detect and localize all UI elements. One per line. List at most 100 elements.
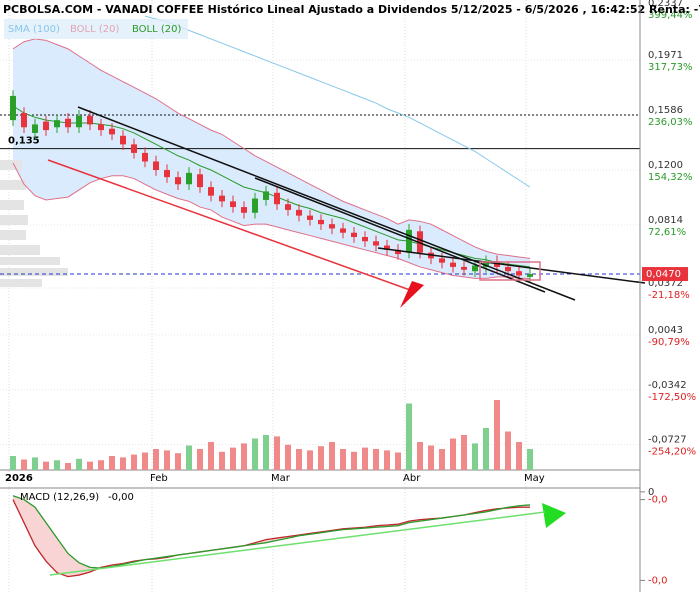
- candle-body: [164, 170, 170, 178]
- candle-body: [439, 258, 445, 263]
- candle-body: [241, 207, 247, 213]
- y-tick-label: 0,0372: [648, 278, 683, 289]
- volume-bar: [54, 460, 60, 470]
- candle-body: [87, 115, 93, 125]
- volume-bar: [450, 438, 456, 470]
- candle-body: [186, 172, 192, 185]
- y-tick-percent: -21,18%: [648, 290, 690, 301]
- volume-bar: [142, 452, 148, 470]
- y-tick-label: -0,0: [648, 495, 668, 506]
- volume-bar: [274, 436, 280, 470]
- legend-entry: BOLL (20): [132, 24, 182, 35]
- x-tick-label: May: [524, 473, 545, 484]
- candle-body: [208, 187, 214, 196]
- volume-bar: [219, 451, 225, 470]
- candle-body: [461, 266, 467, 270]
- volume-bar: [362, 447, 368, 470]
- volume-bar: [32, 457, 38, 470]
- volume-bar: [10, 456, 16, 470]
- volume-bar: [461, 435, 467, 470]
- candle-body: [351, 232, 357, 237]
- candle-body: [98, 124, 104, 131]
- trend-lines: [47, 106, 646, 528]
- volume-bar: [98, 460, 104, 470]
- y-tick-percent: -90,79%: [648, 337, 690, 348]
- volume-bar: [329, 442, 335, 470]
- candle-body: [10, 95, 16, 121]
- y-tick-label: 0,1586: [648, 105, 683, 116]
- candle-body: [395, 249, 401, 255]
- volume-bar: [296, 449, 302, 470]
- volume-bar: [483, 428, 489, 470]
- volume-bar: [186, 445, 192, 470]
- y-tick-label: 0,1200: [648, 160, 683, 171]
- volume-bar: [21, 459, 27, 470]
- volume-bar: [252, 438, 258, 470]
- candle-body: [373, 241, 379, 246]
- volume-bar: [494, 400, 500, 470]
- y-tick-percent: 72,61%: [648, 227, 686, 238]
- volume-bar: [153, 449, 159, 470]
- candle-body: [120, 135, 126, 145]
- candle-body: [417, 231, 423, 253]
- volume-bar: [285, 444, 291, 470]
- volume-bar: [318, 446, 324, 470]
- chart-title: PCBOLSA.COM - VANADI COFFEE Histórico Li…: [3, 3, 700, 16]
- volume-bar: [208, 442, 214, 470]
- volume-bar: [439, 449, 445, 470]
- y-tick-percent: -254,20%: [648, 447, 696, 458]
- candle-body: [175, 177, 181, 185]
- x-tick-label: 2026: [5, 473, 33, 484]
- candle-body: [197, 174, 203, 188]
- boll-middle: [12, 105, 531, 268]
- volume-bar: [87, 461, 93, 470]
- candle-body: [472, 265, 478, 272]
- y-tick-label: -0,0727: [648, 435, 687, 446]
- y-tick-label: 0,0814: [648, 215, 683, 226]
- volume-bar: [373, 449, 379, 470]
- candle-body: [274, 192, 280, 205]
- candle-body: [76, 115, 82, 128]
- volume-bar: [65, 463, 71, 470]
- candle-body: [153, 161, 159, 171]
- sma-line: [144, 15, 531, 188]
- y-tick-label: 0: [648, 487, 654, 498]
- volume-bar: [43, 461, 49, 470]
- candle-body: [406, 229, 412, 253]
- y-tick-label: 0,2337: [648, 0, 683, 9]
- volume-bar: [131, 454, 137, 470]
- candle-body: [296, 209, 302, 216]
- y-tick-percent: -172,50%: [648, 392, 696, 403]
- candle-body: [65, 118, 71, 128]
- macd-value: -0,00: [108, 492, 134, 503]
- volume-bar: [197, 449, 203, 470]
- legend: SMA (100) BOLL (20) BOLL (20): [8, 24, 182, 35]
- y-tick-label: 0,1971: [648, 50, 683, 61]
- candle-body: [285, 204, 291, 210]
- candle-body: [318, 219, 324, 225]
- candle-body: [230, 201, 236, 208]
- level-label: 0,135: [8, 136, 40, 147]
- candle-body: [21, 113, 27, 128]
- candle-body: [505, 266, 511, 272]
- candle-body: [252, 198, 258, 213]
- candle-body: [263, 191, 269, 200]
- volume-bar: [263, 435, 269, 470]
- volume-bar: [175, 453, 181, 470]
- candle-body: [527, 274, 533, 277]
- legend-box: [4, 19, 188, 39]
- y-tick-percent: 317,73%: [648, 62, 693, 73]
- y-tick-label: -0,0342: [648, 380, 687, 391]
- boll-upper: [12, 38, 531, 259]
- last-price-box: [642, 267, 688, 282]
- volume-bar: [351, 451, 357, 470]
- volume-bar: [164, 450, 170, 470]
- y-tick-percent: 399,44%: [648, 10, 693, 21]
- volume-bar: [505, 431, 511, 470]
- candle-body: [340, 228, 346, 233]
- volume-bar: [241, 443, 247, 470]
